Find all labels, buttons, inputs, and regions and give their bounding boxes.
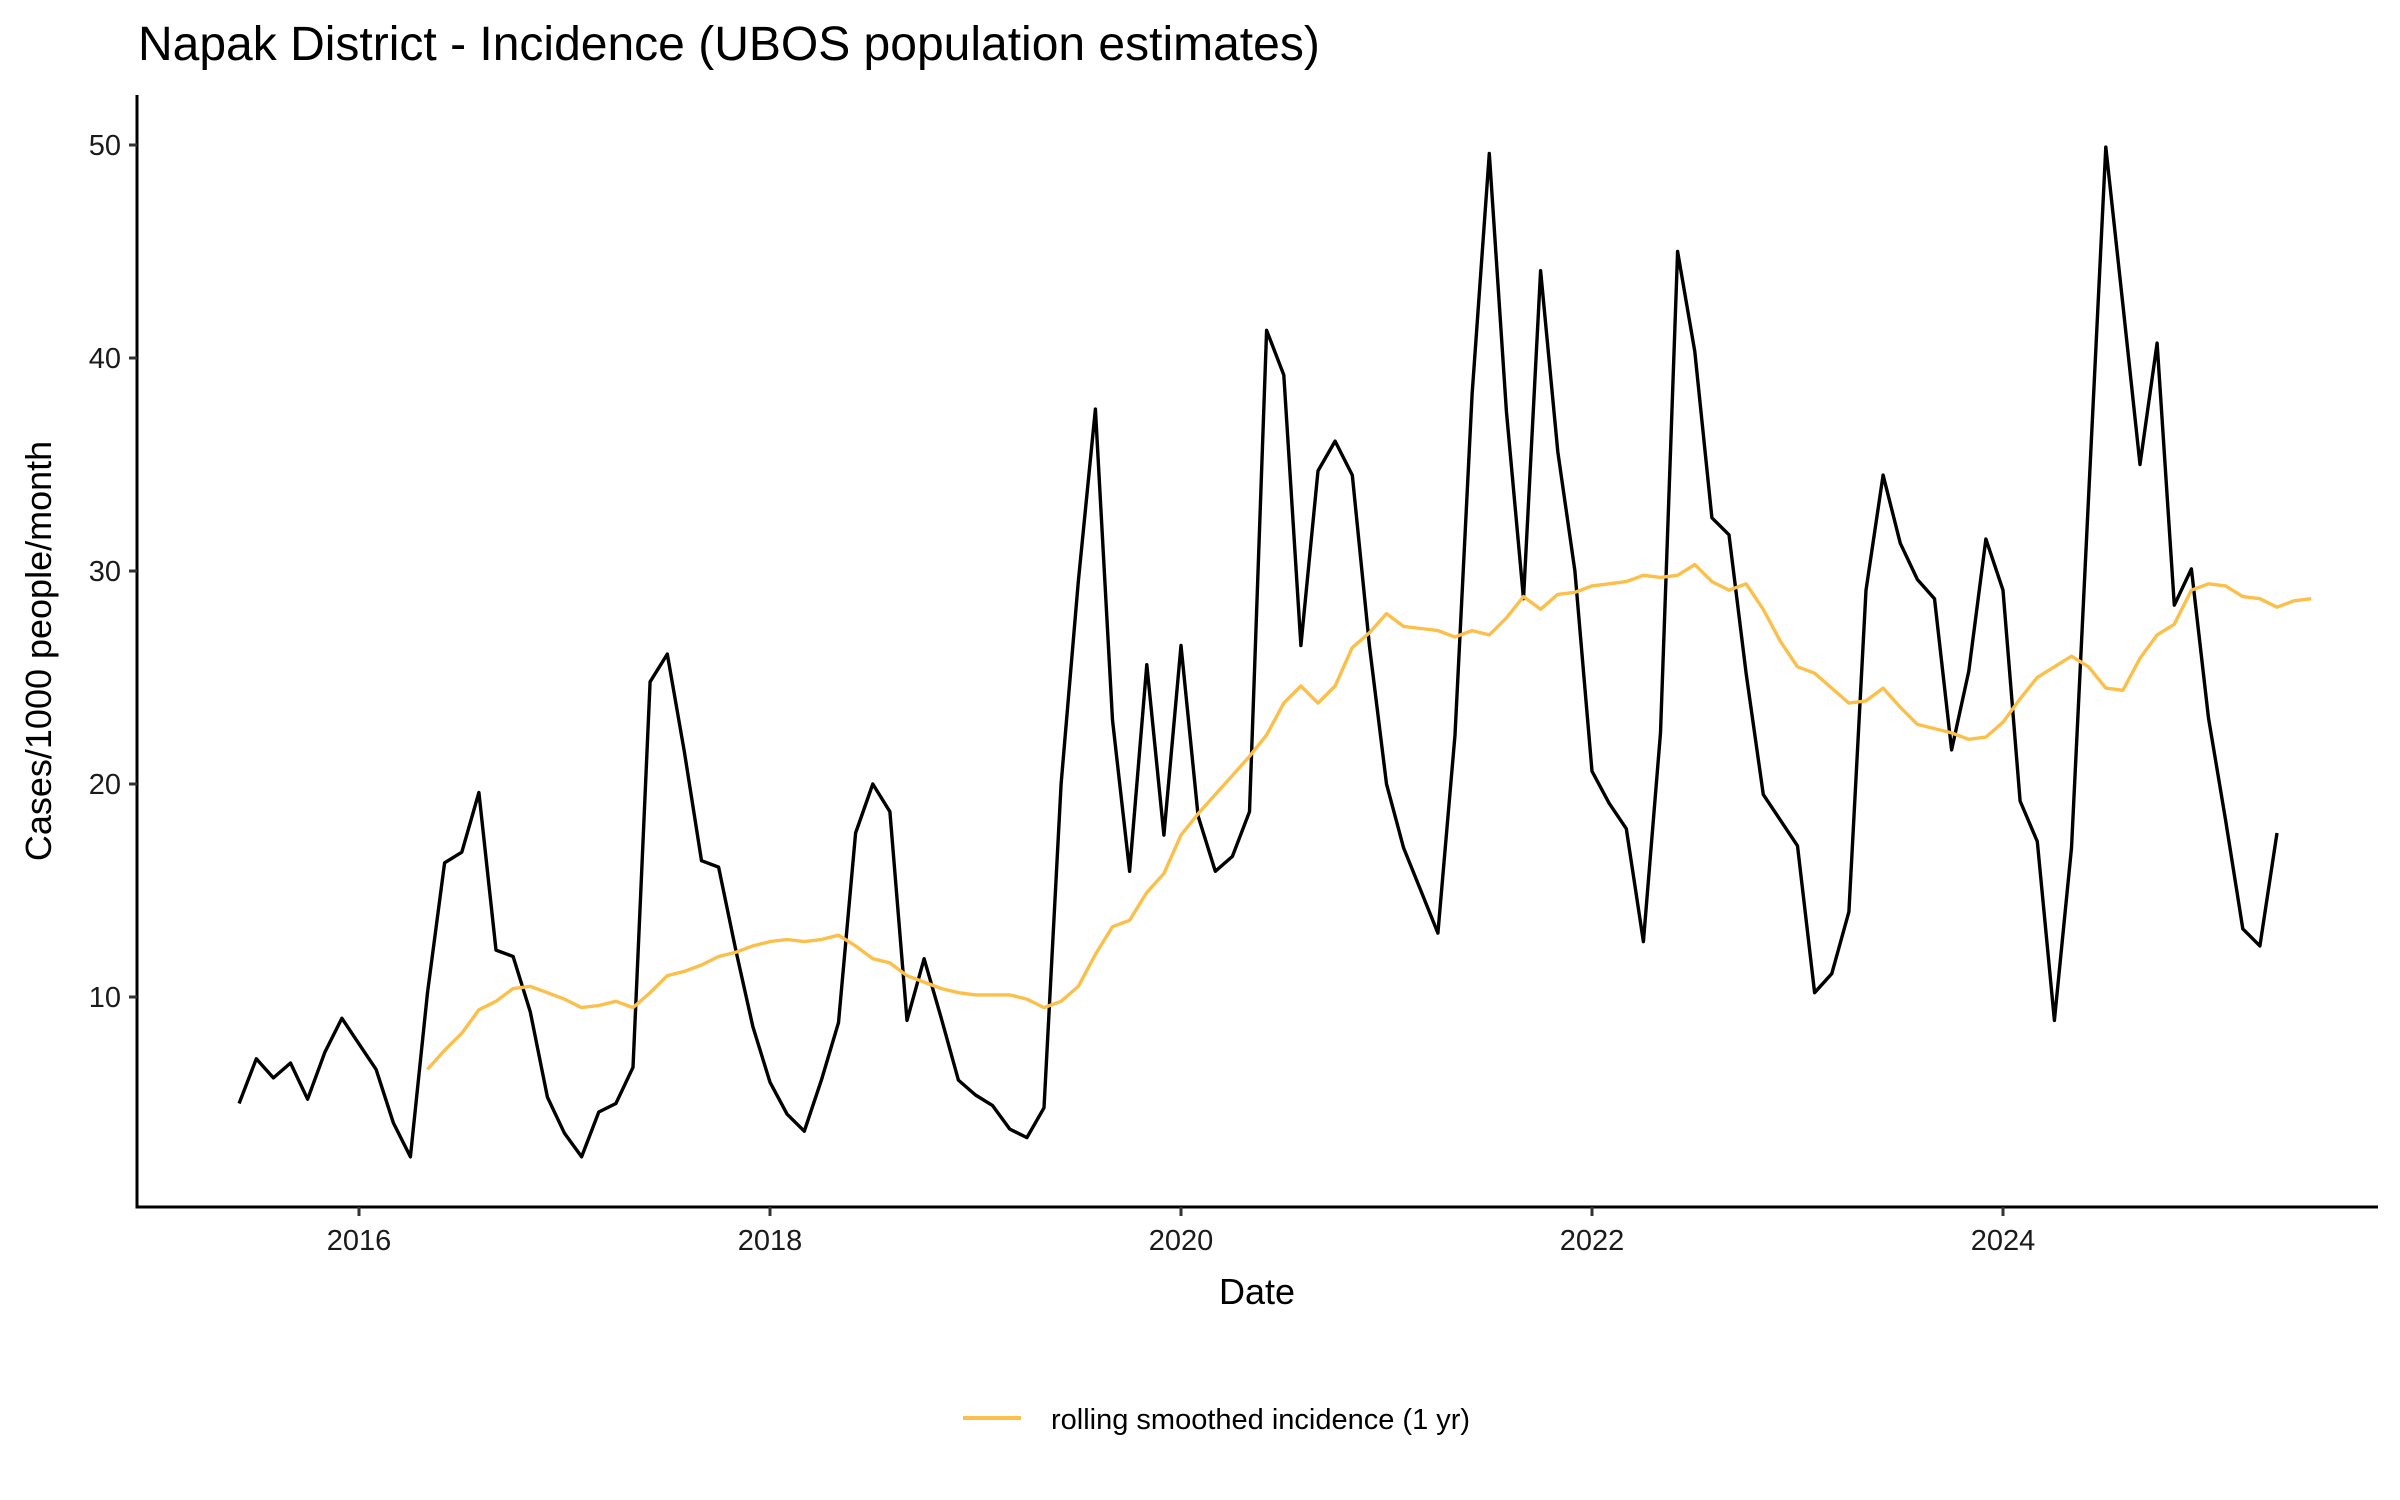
x-axis-title: Date bbox=[1219, 1271, 1295, 1312]
y-tick-label: 40 bbox=[89, 343, 121, 375]
y-ticks: 10 20 30 40 50 bbox=[89, 130, 137, 1014]
x-tick-label: 2024 bbox=[1971, 1225, 2036, 1257]
plot-lines bbox=[237, 145, 2312, 1159]
x-tick-label: 2022 bbox=[1560, 1225, 1625, 1257]
y-tick-label: 20 bbox=[89, 769, 121, 801]
y-tick-label: 50 bbox=[89, 130, 121, 162]
series-line-rolling-smoothed bbox=[426, 562, 2312, 1071]
series-line-incidence bbox=[237, 145, 2279, 1159]
legend-label-rolling-smoothed: rolling smoothed incidence (1 yr) bbox=[1051, 1404, 1470, 1436]
legend: rolling smoothed incidence (1 yr) bbox=[963, 1404, 1470, 1436]
x-ticks: 2016 2018 2020 2022 2024 bbox=[327, 1207, 2036, 1257]
y-axis-title: Cases/1000 people/month bbox=[18, 441, 59, 861]
x-tick-label: 2016 bbox=[327, 1225, 392, 1257]
chart-title: Napak District - Incidence (UBOS populat… bbox=[138, 18, 1320, 71]
x-tick-label: 2020 bbox=[1149, 1225, 1214, 1257]
y-tick-label: 30 bbox=[89, 556, 121, 588]
y-tick-label: 10 bbox=[89, 982, 121, 1014]
x-tick-label: 2018 bbox=[738, 1225, 803, 1257]
